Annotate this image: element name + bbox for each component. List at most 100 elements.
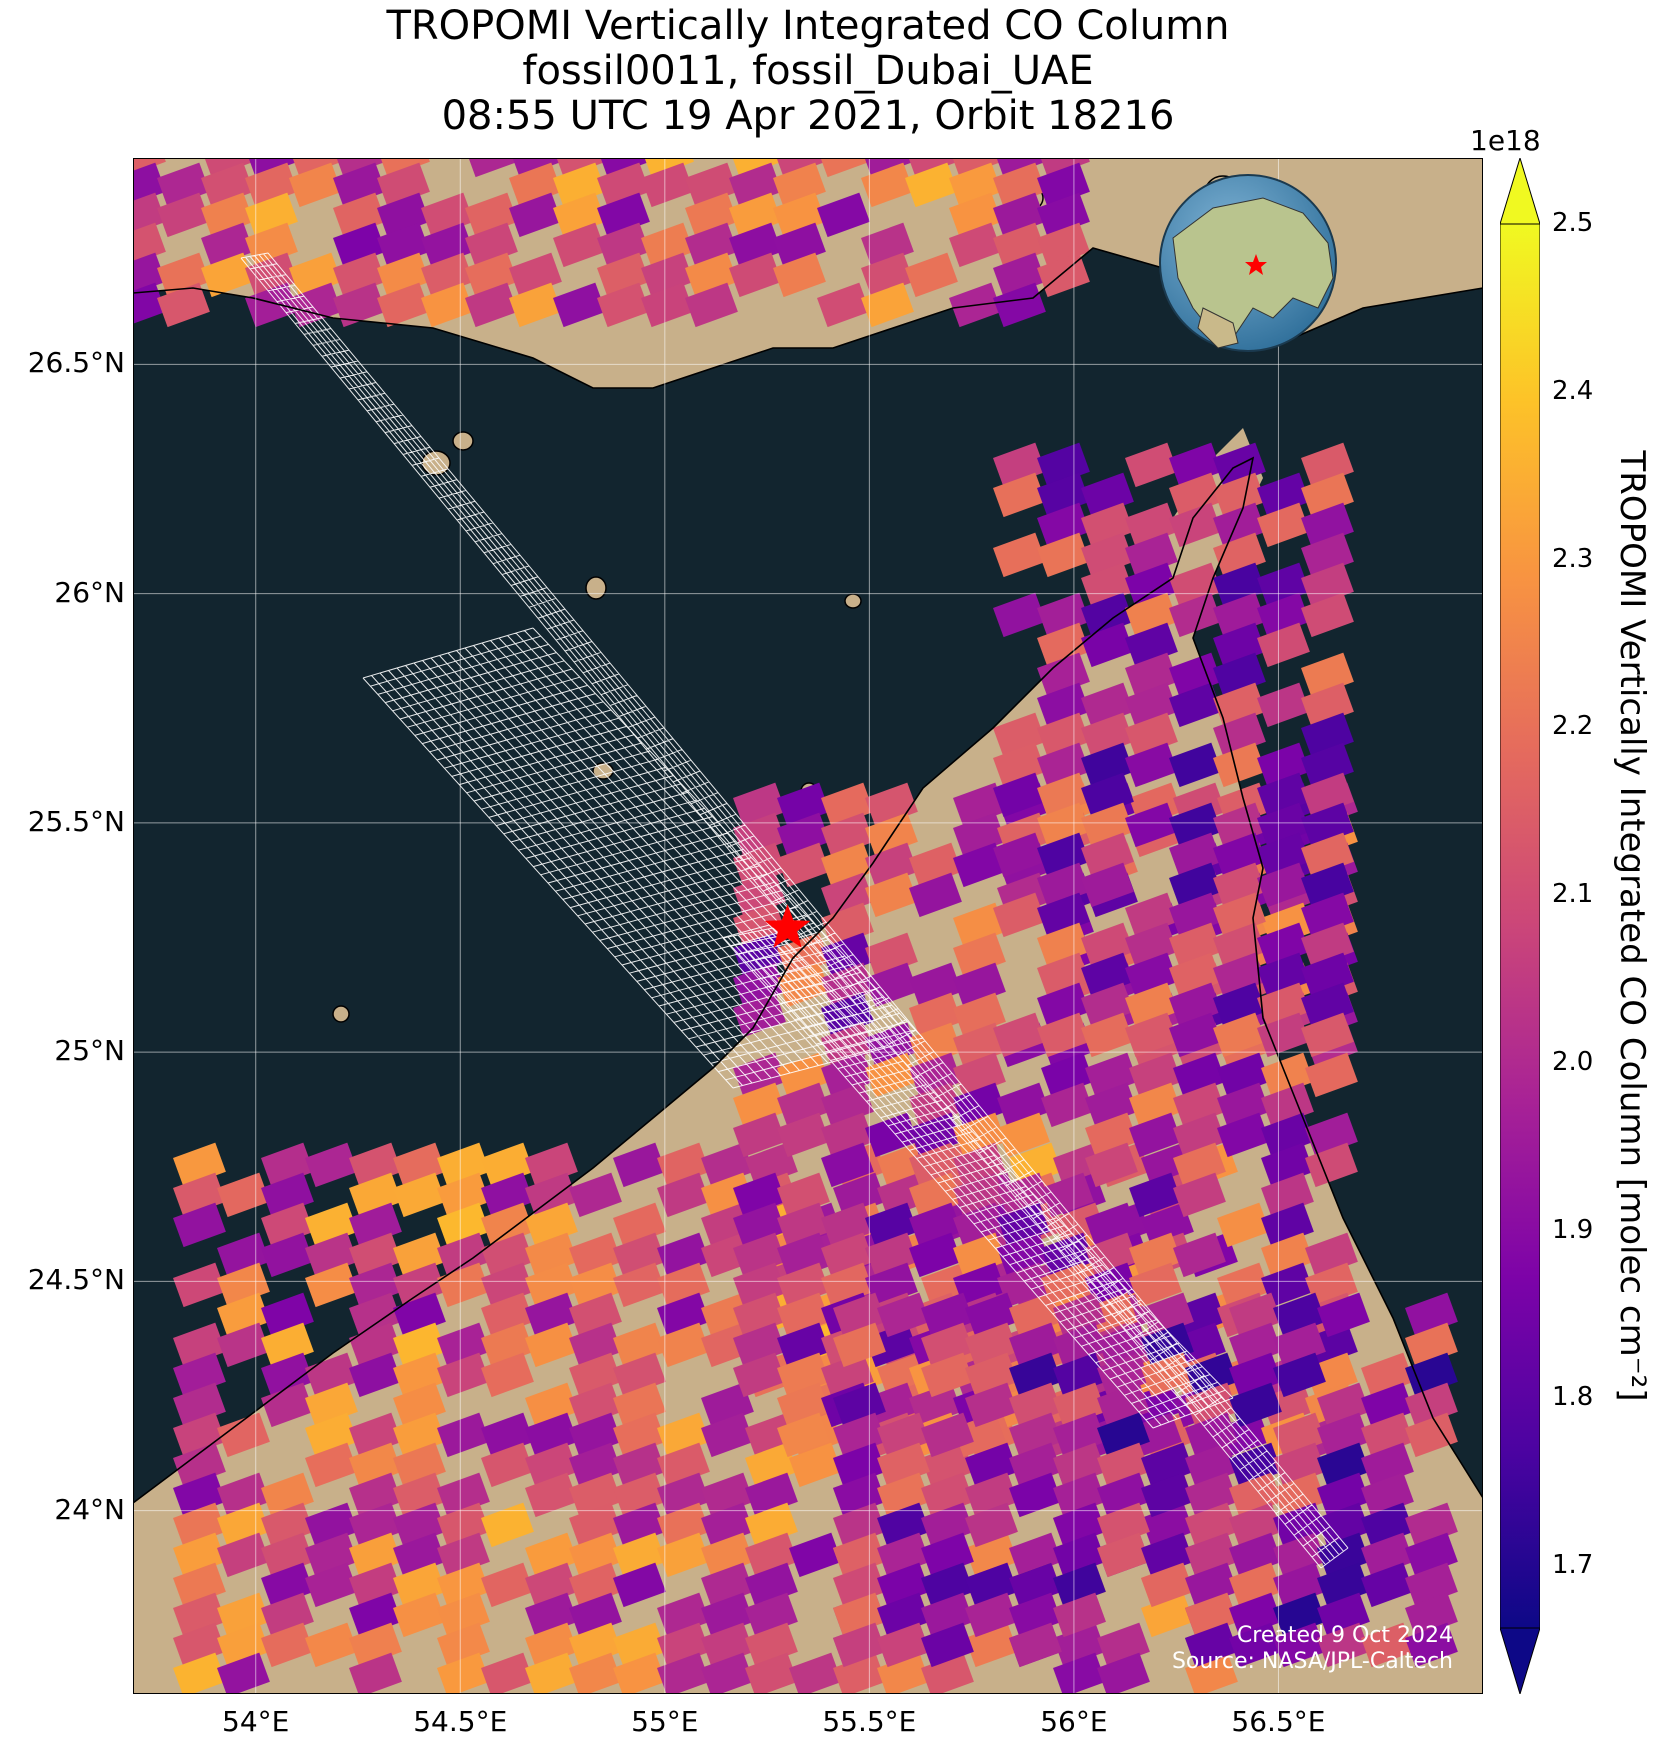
co-pixel	[992, 592, 1046, 638]
co-pixel	[865, 872, 918, 918]
co-pixel	[305, 1442, 358, 1488]
co-pixel	[1037, 532, 1090, 578]
footprint-mesh	[362, 627, 924, 1089]
co-pixel	[1229, 1382, 1282, 1428]
co-pixel	[861, 162, 914, 208]
longitude-tick-label: 54°E	[222, 1705, 290, 1738]
co-pixel	[597, 282, 650, 328]
co-pixel	[217, 1322, 270, 1368]
title-line-1: TROPOMI Vertically Integrated CO Column	[386, 3, 1230, 49]
co-pixel	[1008, 1622, 1062, 1668]
co-pixel	[992, 532, 1046, 578]
co-pixel	[1053, 1592, 1106, 1638]
co-pixel	[305, 1562, 358, 1608]
colorbar-tick-label: 2.5	[1552, 208, 1594, 238]
longitude-tick-label: 54.5°E	[413, 1705, 508, 1738]
co-pixel	[1125, 442, 1178, 488]
credit-created: Created 9 Oct 2024	[1237, 1623, 1453, 1648]
co-pixel	[436, 1652, 490, 1694]
co-pixel	[1085, 1142, 1138, 1188]
co-pixel	[1257, 862, 1310, 908]
map-panel[interactable]: Created 9 Oct 2024 Source: NASA/JPL-Calt…	[133, 158, 1483, 1694]
colorbar-tick-label: 2.4	[1552, 375, 1594, 406]
co-pixel	[1129, 1262, 1182, 1308]
island	[585, 576, 607, 600]
co-pixel	[1169, 502, 1222, 548]
co-pixel	[1173, 1232, 1226, 1278]
co-pixel	[393, 1592, 446, 1638]
map-frame	[133, 158, 1483, 1694]
figure-title: TROPOMI Vertically Integrated CO Column …	[133, 4, 1483, 139]
longitude-tick-label: 56.5°E	[1231, 1705, 1326, 1738]
co-pixel	[481, 1562, 534, 1608]
co-pixel	[909, 872, 962, 918]
co-pixel	[1169, 592, 1222, 638]
co-pixel	[1008, 1472, 1062, 1518]
title-line-3: 08:55 UTC 19 Apr 2021, Orbit 18216	[441, 93, 1175, 139]
co-pixel	[1169, 682, 1222, 728]
co-pixel	[1261, 1262, 1314, 1308]
co-pixel	[1053, 1652, 1106, 1694]
credit-source: Source: NASA/JPL-Caltech	[1172, 1649, 1453, 1674]
co-pixel	[1405, 1412, 1458, 1458]
co-pixel	[964, 1502, 1018, 1548]
co-pixel	[304, 1622, 358, 1668]
co-pixel	[1305, 1052, 1358, 1098]
co-pixel	[877, 1622, 930, 1668]
co-pixel	[733, 1352, 786, 1398]
co-pixel	[1213, 1012, 1266, 1058]
co-pixel	[788, 1532, 842, 1578]
co-pixel	[777, 1412, 830, 1458]
co-pixel	[201, 252, 254, 298]
co-pixel	[992, 1012, 1046, 1058]
title-line-2: fossil0011, fossil_Dubai_UAE	[522, 48, 1094, 94]
co-pixel	[905, 252, 958, 298]
co-pixel	[481, 1502, 534, 1548]
co-pixel	[260, 1622, 314, 1668]
co-pixel	[568, 1652, 622, 1694]
co-pixel	[437, 1412, 490, 1458]
co-pixel	[525, 1472, 578, 1518]
co-pixel	[1257, 1012, 1310, 1058]
co-pixel	[524, 1652, 578, 1694]
co-pixel	[1305, 1142, 1358, 1188]
latitude-tick-label: 25.5°N	[27, 804, 125, 838]
co-pixel	[437, 1352, 490, 1398]
colorbar-extend-max	[1500, 158, 1540, 225]
co-pixel	[349, 1652, 402, 1694]
co-pixel	[333, 282, 386, 328]
uae-coastline	[133, 456, 1483, 1504]
co-pixel	[133, 282, 166, 328]
co-pixel	[1081, 862, 1134, 908]
co-pixel	[480, 1442, 534, 1488]
co-pixel	[789, 1442, 842, 1488]
co-pixel	[733, 1112, 786, 1158]
longitude-tick-label: 56°E	[1040, 1705, 1108, 1738]
co-pixel	[1257, 682, 1310, 728]
co-pixel	[816, 282, 870, 328]
inset-globe	[1159, 174, 1337, 352]
co-pixel	[657, 1652, 710, 1694]
co-pixel	[1041, 1082, 1094, 1128]
colorbar-tick-label: 2.3	[1552, 543, 1594, 574]
co-pixel	[157, 192, 210, 238]
co-pixel	[216, 1172, 270, 1218]
co-pixel	[920, 1622, 974, 1668]
co-pixel	[992, 892, 1046, 938]
co-pixel	[992, 282, 1046, 328]
co-pixel	[1141, 1562, 1194, 1608]
co-pixel	[865, 1112, 918, 1158]
co-pixel	[992, 832, 1046, 878]
colorbar-tick-label: 2.1	[1552, 879, 1594, 909]
co-pixel	[289, 162, 342, 208]
co-pixel	[217, 1652, 270, 1694]
map-canvas[interactable]: Created 9 Oct 2024 Source: NASA/JPL-Calt…	[133, 158, 1483, 1694]
co-pixel	[1301, 592, 1354, 638]
co-pixel	[613, 1652, 666, 1694]
co-pixel	[261, 1232, 314, 1278]
co-pixel	[833, 1322, 886, 1368]
co-pixel	[700, 1412, 754, 1458]
target-site-star-icon[interactable]	[764, 904, 811, 948]
co-pixel	[1361, 1562, 1414, 1608]
co-pixel	[744, 1652, 798, 1694]
